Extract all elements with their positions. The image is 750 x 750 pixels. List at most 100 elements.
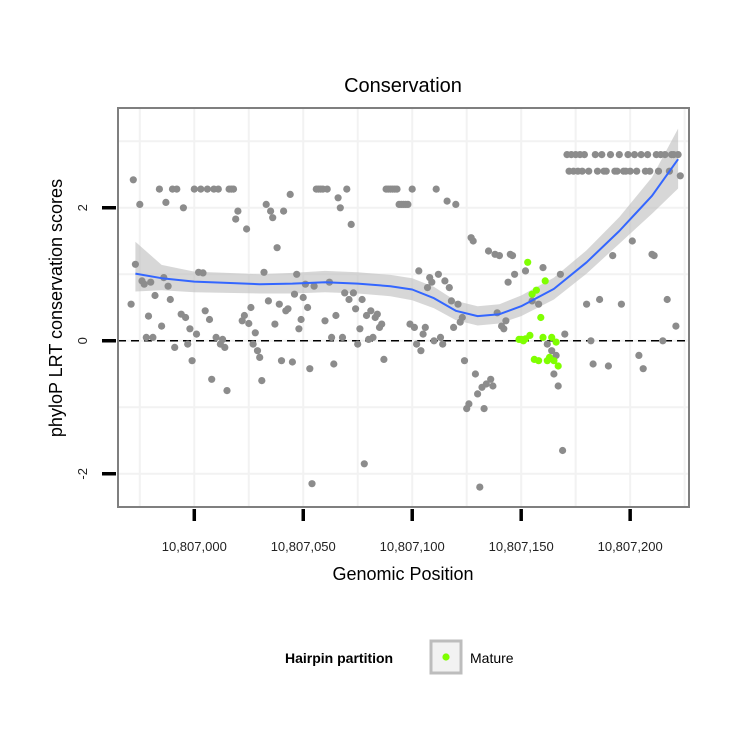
legend-label-mature: Mature (470, 650, 514, 666)
data-point (589, 360, 597, 368)
data-point (240, 311, 248, 320)
data-point (578, 167, 586, 175)
data-point (585, 167, 593, 175)
data-point (460, 357, 469, 365)
data-point (443, 197, 451, 205)
data-point (604, 362, 613, 370)
data-point (430, 337, 438, 345)
data-point (203, 185, 211, 193)
x-axis: 10,807,000 10,807,050 10,807,100 10,807,150… (162, 509, 663, 554)
data-point (474, 390, 482, 398)
data-point (164, 282, 172, 290)
legend-key-mature (442, 653, 450, 661)
data-point-mature (541, 277, 549, 285)
data-point (550, 370, 558, 378)
data-point (330, 360, 338, 368)
data-point (166, 295, 174, 304)
data-point (369, 333, 377, 341)
data-point (253, 347, 262, 355)
data-point (290, 290, 299, 298)
data-point (452, 200, 460, 208)
data-point (332, 311, 340, 320)
data-point (286, 190, 294, 198)
x-tick-label: 10,807,200 (598, 539, 663, 554)
data-point (598, 151, 606, 159)
data-point (630, 151, 639, 159)
data-point-mature (548, 333, 556, 341)
data-point (341, 289, 349, 297)
data-point (587, 337, 595, 345)
data-point (624, 151, 632, 159)
data-point (458, 313, 466, 322)
data-point (434, 270, 442, 278)
data-point (232, 215, 240, 223)
data-point (251, 329, 259, 337)
data-point (352, 305, 360, 313)
y-axis: -2 0 2 (75, 204, 116, 480)
data-point (489, 382, 497, 390)
data-point (423, 284, 432, 292)
data-point (554, 382, 562, 390)
data-point (626, 167, 634, 175)
data-point (596, 295, 604, 304)
data-point (197, 185, 205, 193)
data-point (306, 365, 314, 373)
data-point (432, 185, 440, 193)
data-point (535, 300, 543, 308)
data-point (609, 252, 617, 260)
data-point (543, 340, 551, 348)
data-point (508, 252, 517, 260)
data-point (275, 300, 283, 308)
data-point (271, 320, 279, 328)
data-point (214, 185, 222, 193)
data-point (131, 260, 139, 268)
data-point (190, 185, 198, 193)
data-point (144, 312, 153, 320)
data-point (349, 289, 357, 297)
y-tick-label: 0 (75, 337, 90, 344)
data-point (419, 330, 427, 338)
data-point (358, 295, 366, 304)
data-point (243, 225, 251, 233)
data-point (280, 207, 288, 215)
data-point (345, 295, 353, 304)
x-axis-title: Genomic Position (332, 564, 473, 584)
data-point (559, 446, 567, 455)
data-point (639, 365, 647, 373)
data-point (428, 278, 436, 286)
data-point (186, 325, 194, 333)
data-point (208, 375, 216, 383)
data-point (421, 323, 429, 331)
data-point (140, 280, 148, 288)
data-point (408, 185, 416, 193)
data-point (628, 237, 636, 245)
data-point-mature (526, 331, 534, 339)
plot-background (118, 108, 689, 507)
data-point (644, 151, 652, 159)
data-point (465, 400, 473, 408)
data-point (260, 268, 268, 276)
data-point (674, 151, 682, 159)
data-point (495, 252, 503, 260)
data-point (328, 333, 336, 341)
data-point (360, 460, 368, 468)
legend-title: Hairpin partition (285, 650, 393, 666)
data-point (155, 185, 163, 193)
data-point (269, 214, 277, 222)
data-point (637, 151, 645, 159)
data-point-mature (552, 338, 560, 346)
data-point (676, 172, 684, 180)
data-point (439, 340, 447, 348)
data-point (445, 284, 453, 292)
data-point (441, 277, 449, 285)
data-point (510, 270, 519, 278)
data-point (606, 151, 615, 159)
data-point (471, 370, 479, 378)
data-point (262, 200, 270, 208)
chart-title: Conservation (344, 75, 462, 97)
data-point (142, 333, 150, 341)
data-point (147, 278, 155, 286)
data-point (323, 185, 331, 193)
data-point (436, 333, 445, 341)
data-point (295, 325, 303, 333)
